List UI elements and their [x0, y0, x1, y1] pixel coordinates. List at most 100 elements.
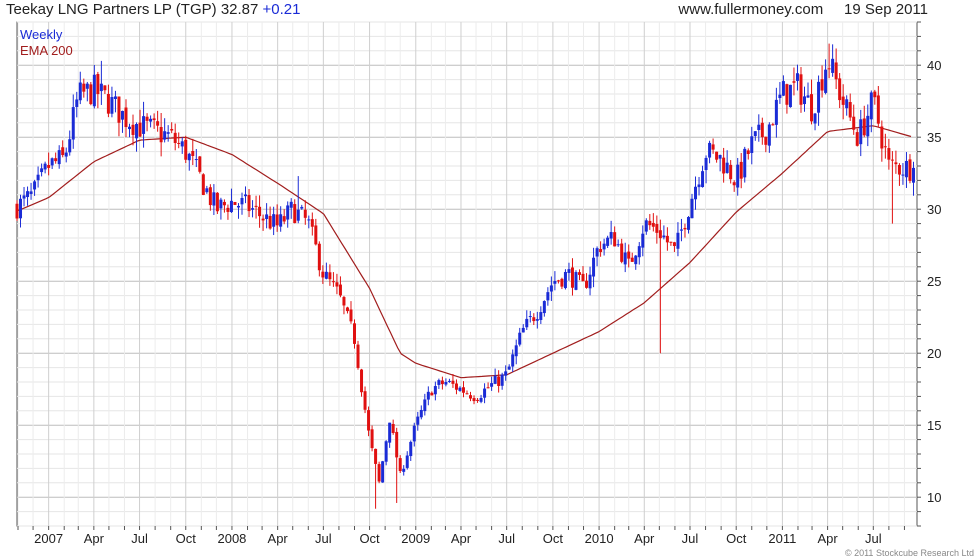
candle-down: [620, 243, 624, 262]
candle-up: [229, 200, 233, 213]
candle-down: [117, 96, 121, 123]
candle-up: [437, 380, 441, 385]
candle-up: [212, 192, 216, 206]
candle-down: [201, 174, 205, 195]
candle-up: [279, 214, 283, 227]
candle-up: [634, 255, 638, 265]
candle-down: [887, 148, 891, 160]
candle-up: [419, 409, 423, 418]
candle-up: [149, 118, 153, 122]
candle-up: [483, 388, 487, 398]
candle-up: [78, 82, 82, 101]
candle-up: [64, 152, 68, 157]
candle-down: [338, 284, 342, 296]
candle-up: [50, 158, 54, 166]
candle-down: [792, 81, 796, 83]
candle-up: [447, 380, 451, 382]
candle-down: [47, 165, 51, 168]
candle-up: [244, 194, 248, 197]
candle-up: [788, 84, 792, 108]
candle-down: [367, 410, 371, 431]
candle-up: [458, 387, 462, 391]
ema-line-group: [17, 125, 912, 379]
candles-group: [15, 43, 915, 509]
candle-up: [384, 441, 388, 462]
candle-down: [106, 93, 110, 114]
x-tick-label: 2011: [768, 531, 796, 546]
candle-up: [595, 248, 599, 257]
candle-down: [138, 122, 142, 137]
candle-up: [542, 301, 546, 314]
candle-up: [662, 235, 666, 238]
candle-down: [472, 398, 476, 402]
candle-down: [461, 387, 465, 393]
candle-down: [764, 136, 768, 145]
candle-up: [22, 195, 26, 199]
x-axis: 2007 Apr Jul Oct 2008 Apr Jul Oct 2009 Apr Jul Oct 2…: [17, 526, 905, 546]
x-tick-label: Jul: [315, 531, 332, 546]
candle-down: [222, 201, 226, 206]
candle-up: [518, 332, 522, 345]
candle-up: [606, 237, 610, 246]
candle-down: [862, 118, 866, 136]
y-tick-label: 20: [927, 346, 941, 361]
candle-down: [184, 139, 188, 160]
candle-up: [644, 220, 648, 232]
candle-up: [525, 318, 529, 328]
candle-up: [409, 441, 413, 457]
candle-down: [145, 116, 149, 121]
candle-up: [507, 366, 511, 370]
candle-up: [68, 139, 72, 153]
legend-ema: EMA 200: [20, 43, 73, 58]
candle-up: [110, 97, 114, 114]
candle-up: [426, 391, 430, 400]
x-tick-label: Jul: [498, 531, 515, 546]
candle-up: [535, 319, 539, 321]
candle-down: [476, 399, 480, 401]
candle-up: [75, 99, 79, 107]
candle-down: [908, 159, 912, 181]
candle-up: [521, 327, 525, 333]
candle-down: [342, 297, 346, 306]
candle-up: [676, 232, 680, 249]
x-tick-label: Apr: [268, 531, 289, 546]
candle-up: [163, 131, 167, 140]
candle-down: [89, 84, 93, 105]
candle-down: [855, 132, 859, 146]
candle-up: [504, 371, 508, 376]
candle-down: [585, 280, 589, 288]
candle-down: [578, 272, 581, 275]
candle-up: [92, 74, 96, 107]
candle-up: [300, 206, 304, 209]
candle-up: [725, 162, 729, 173]
candle-up: [135, 124, 139, 139]
candle-down: [894, 162, 898, 165]
candle-up: [686, 217, 690, 230]
candle-down: [669, 241, 673, 243]
candle-down: [658, 230, 662, 239]
candle-up: [824, 69, 828, 93]
candle-up: [205, 188, 209, 193]
candle-up: [57, 150, 61, 165]
candle-up: [641, 233, 645, 248]
candle-up: [616, 244, 620, 246]
candle-up: [219, 199, 223, 209]
candle-down: [672, 242, 676, 247]
candle-up: [866, 115, 870, 137]
y-tick-label: 40: [927, 58, 941, 73]
candle-up: [479, 397, 483, 402]
candle-down: [156, 121, 160, 126]
candle-down: [454, 383, 458, 390]
candle-down: [451, 380, 455, 384]
candle-up: [708, 142, 712, 158]
candle-up: [637, 246, 641, 258]
x-tick-label: Apr: [817, 531, 838, 546]
candle-down: [848, 102, 852, 118]
candle-down: [215, 192, 219, 212]
candle-up: [795, 73, 799, 81]
candle-up: [29, 191, 33, 194]
candle-down: [198, 156, 202, 172]
candle-down: [254, 205, 258, 207]
candle-up: [33, 181, 37, 190]
